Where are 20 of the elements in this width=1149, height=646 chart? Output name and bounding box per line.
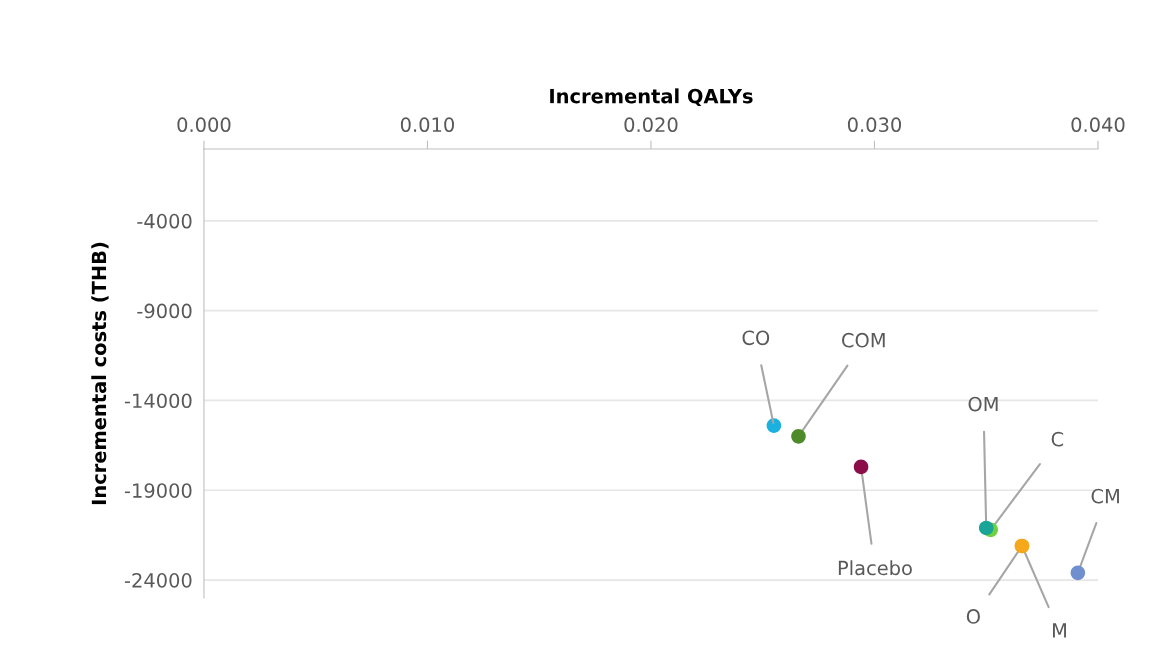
- text: Placebo: [838, 560, 912, 576]
- text: C: [1051, 431, 1064, 447]
- text: OM: [968, 396, 998, 412]
- y-tick-label: -9000: [137, 303, 192, 319]
- x-tick-label: 0.030: [847, 117, 902, 133]
- text: O: [966, 609, 980, 624]
- text: CO: [742, 330, 770, 346]
- y-axis-title: Incremental costs (THB): [91, 242, 109, 505]
- y-tick-label: -19000: [124, 483, 192, 498]
- text: M: [1053, 623, 1066, 638]
- y-tick-label: -14000: [124, 393, 192, 409]
- x-tick-label: 0.040: [1071, 117, 1125, 133]
- y-tick-label: -24000: [124, 573, 192, 588]
- x-tick-label: 0.020: [624, 117, 678, 133]
- text: COM: [842, 332, 885, 348]
- x-tick-label: 0.000: [177, 117, 231, 133]
- text: CM: [1091, 488, 1119, 504]
- x-tick-label: 0.010: [400, 117, 454, 133]
- x-axis-title: Incremental QALYs: [550, 88, 753, 106]
- y-tick-label: -4000: [137, 213, 192, 229]
